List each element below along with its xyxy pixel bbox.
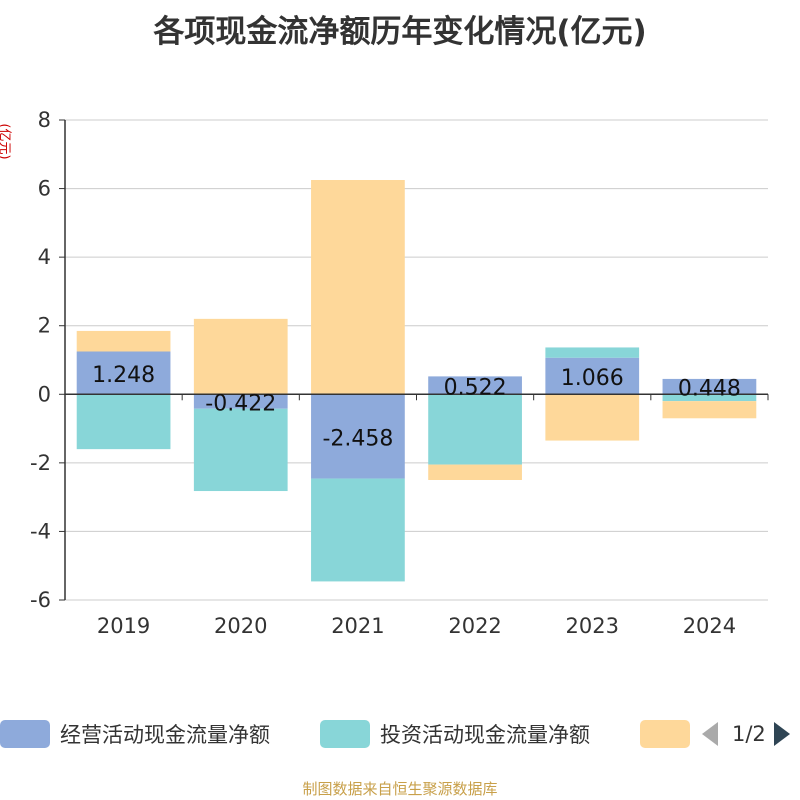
bar-series0: [428, 376, 522, 395]
data-source-note: 制图数据来自恒生聚源数据库: [302, 780, 498, 798]
data-label: 0.448: [678, 377, 741, 402]
y-tick-label: -6: [30, 588, 51, 612]
legend-item-investing[interactable]: 投资活动现金流量净额: [320, 718, 590, 750]
data-label: 1.066: [561, 366, 624, 391]
bar-series1: [76, 394, 171, 450]
legend-pager: 1/2: [700, 719, 792, 749]
bar-series2: [545, 394, 640, 441]
legend-swatch-operating: [0, 720, 50, 748]
x-tick-label: 2024: [683, 614, 736, 638]
bar-series0: [662, 378, 757, 395]
bar-series2: [428, 464, 522, 480]
legend-item-operating[interactable]: 经营活动现金流量净额: [0, 718, 270, 750]
y-tick-label: 0: [38, 382, 51, 406]
data-label: 1.248: [92, 363, 155, 388]
bar-series0: [545, 357, 640, 395]
bar-series1: [193, 408, 288, 492]
x-tick-label: 2019: [97, 614, 150, 638]
chart-title: 各项现金流净额历年变化情况(亿元): [153, 14, 647, 50]
y-tick-label: 2: [38, 314, 51, 338]
legend-page-indicator: 1/2: [732, 722, 766, 746]
y-tick-label: 6: [38, 177, 51, 201]
bar-series2: [662, 401, 757, 419]
bar-series2: [76, 330, 171, 352]
y-tick-label: -4: [30, 519, 51, 543]
bar-series1: [545, 347, 640, 358]
legend-label-investing: 投资活动现金流量净额: [380, 723, 590, 747]
x-tick-label: 2023: [566, 614, 619, 638]
data-label: -2.458: [322, 426, 393, 451]
y-tick-label: -2: [30, 451, 51, 475]
data-label: -0.422: [205, 392, 276, 417]
x-tick-label: 2021: [331, 614, 384, 638]
bar-series0: [193, 394, 288, 409]
bar-series0: [311, 394, 405, 479]
data-label: 0.522: [444, 375, 507, 400]
chart-plot-area: -6 -4 -2 0 2 4 6 8 2019 2020 2021 2022 2023 2024 1.248…: [30, 108, 769, 638]
legend-next-arrow-icon[interactable]: [772, 719, 792, 749]
legend-prev-arrow-icon[interactable]: [700, 719, 720, 749]
bar-series0: [76, 351, 171, 395]
legend-label-operating: 经营活动现金流量净额: [60, 723, 270, 747]
legend-swatch-third: [640, 720, 690, 748]
x-tick-label: 2022: [448, 614, 501, 638]
x-tick-label: 2020: [214, 614, 267, 638]
legend-swatch-investing: [320, 720, 370, 748]
bar-series1: [662, 394, 757, 402]
y-tick-label: 4: [38, 245, 51, 269]
bar-series1: [311, 478, 405, 582]
bar-series2: [193, 318, 288, 395]
bar-series1: [428, 394, 522, 465]
legend-item-third[interactable]: [640, 718, 690, 750]
bar-series2: [311, 180, 405, 395]
y-tick-label: 8: [38, 108, 51, 132]
